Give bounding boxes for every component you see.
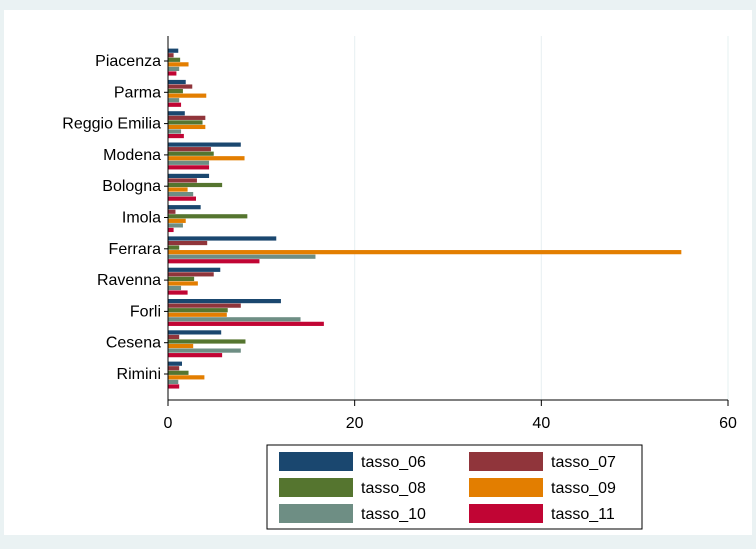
bar-reggio-emilia-tasso_11 — [168, 133, 184, 139]
legend-label-tasso_09: tasso_09 — [551, 480, 616, 497]
bar-cesena-tasso_09 — [168, 343, 194, 349]
bar-modena-tasso_06 — [168, 142, 241, 147]
bar-modena-tasso_09 — [168, 156, 245, 161]
bar-bologna-tasso_10 — [168, 192, 194, 197]
bar-bologna-tasso_08 — [168, 182, 223, 188]
legend-label-tasso_10: tasso_10 — [361, 506, 426, 523]
bar-rimini-tasso_11 — [168, 384, 180, 389]
bar-piacenza-tasso_09 — [168, 62, 189, 67]
bar-rimini-tasso_10 — [168, 379, 179, 384]
bar-piacenza-tasso_08 — [168, 57, 181, 62]
bar-imola-tasso_11 — [168, 227, 174, 233]
legend-label-tasso_11: tasso_11 — [551, 506, 615, 523]
y-tick-label: Reggio Emilia — [62, 116, 161, 133]
bar-ravenna-tasso_06 — [168, 267, 221, 272]
y-tick-label: Piacenza — [95, 53, 161, 70]
bar-reggio-emilia-tasso_06 — [168, 111, 185, 116]
bar-ferrara-tasso_09 — [168, 250, 682, 255]
bar-piacenza-tasso_07 — [168, 53, 174, 58]
bar-bologna-tasso_11 — [168, 196, 196, 201]
y-tick-label: Modena — [103, 147, 161, 164]
bar-reggio-emilia-tasso_10 — [168, 129, 182, 134]
bar-ferrara-tasso_11 — [168, 259, 260, 264]
bar-bologna-tasso_09 — [168, 187, 188, 192]
bar-reggio-emilia-tasso_07 — [168, 115, 206, 120]
bar-parma-tasso_11 — [168, 102, 182, 107]
bar-piacenza-tasso_06 — [168, 48, 179, 53]
bar-imola-tasso_06 — [168, 205, 201, 210]
legend-swatch-tasso_06 — [279, 452, 353, 471]
y-tick-label: Ferrara — [109, 241, 162, 258]
bar-forli-tasso_11 — [168, 321, 324, 326]
bar-cesena-tasso_07 — [168, 334, 180, 340]
bar-rimini-tasso_06 — [168, 361, 182, 366]
bar-rimini-tasso_09 — [168, 375, 205, 380]
legend-label-tasso_06: tasso_06 — [361, 454, 426, 471]
bar-modena-tasso_08 — [168, 151, 214, 156]
bar-parma-tasso_06 — [168, 79, 186, 85]
bar-ravenna-tasso_09 — [168, 281, 198, 286]
bar-parma-tasso_09 — [168, 93, 207, 98]
bar-modena-tasso_07 — [168, 147, 211, 152]
bar-ravenna-tasso_07 — [168, 272, 214, 277]
bar-cesena-tasso_10 — [168, 348, 241, 353]
bar-forli-tasso_10 — [168, 317, 301, 322]
bar-ferrara-tasso_07 — [168, 240, 208, 246]
bar-forli-tasso_07 — [168, 303, 241, 308]
bar-parma-tasso_10 — [168, 98, 180, 103]
y-tick-label: Forli — [130, 303, 161, 320]
bar-bologna-tasso_07 — [168, 178, 197, 183]
bar-modena-tasso_11 — [168, 165, 210, 170]
bar-imola-tasso_09 — [168, 218, 186, 223]
x-tick-label: 0 — [164, 415, 173, 432]
legend-swatch-tasso_07 — [469, 452, 543, 471]
legend-swatch-tasso_10 — [279, 504, 353, 523]
legend-swatch-tasso_08 — [279, 478, 353, 497]
bar-rimini-tasso_07 — [168, 366, 180, 371]
legend-label-tasso_08: tasso_08 — [361, 480, 426, 497]
y-tick-label: Ravenna — [97, 272, 161, 289]
y-tick-label: Parma — [114, 84, 161, 101]
bar-ferrara-tasso_06 — [168, 236, 277, 241]
legend-swatch-tasso_09 — [469, 478, 543, 497]
legend-swatch-tasso_11 — [469, 504, 543, 523]
y-tick-label: Rimini — [117, 366, 161, 383]
bar-cesena-tasso_06 — [168, 330, 222, 335]
bar-forli-tasso_09 — [168, 312, 227, 317]
bar-reggio-emilia-tasso_09 — [168, 124, 206, 130]
bar-ferrara-tasso_08 — [168, 245, 180, 250]
bar-imola-tasso_07 — [168, 209, 176, 214]
bar-ravenna-tasso_10 — [168, 285, 182, 291]
bar-parma-tasso_07 — [168, 84, 193, 89]
bar-parma-tasso_08 — [168, 89, 183, 94]
bar-forli-tasso_08 — [168, 308, 228, 313]
bar-imola-tasso_10 — [168, 223, 183, 228]
bar-modena-tasso_10 — [168, 160, 210, 165]
bar-piacenza-tasso_10 — [168, 66, 180, 71]
bar-ravenna-tasso_11 — [168, 290, 188, 295]
legend: tasso_06 tasso_07 tasso_08 tasso_09 tasso_10… — [279, 452, 616, 523]
x-tick-label: 20 — [346, 415, 364, 432]
bar-ferrara-tasso_10 — [168, 254, 316, 259]
y-tick-label: Cesena — [106, 335, 161, 352]
bar-bologna-tasso_06 — [168, 173, 210, 178]
bar-ravenna-tasso_08 — [168, 276, 195, 281]
bar-reggio-emilia-tasso_08 — [168, 120, 203, 125]
bar-imola-tasso_08 — [168, 214, 248, 219]
legend-label-tasso_07: tasso_07 — [551, 454, 616, 471]
y-tick-label: Bologna — [102, 178, 161, 195]
bar-cesena-tasso_11 — [168, 353, 223, 358]
y-tick-label: Imola — [122, 210, 161, 227]
bar-cesena-tasso_08 — [168, 339, 246, 344]
x-tick-label: 60 — [719, 415, 737, 432]
bar-piacenza-tasso_11 — [168, 71, 177, 76]
x-tick-label: 40 — [532, 415, 550, 432]
bar-rimini-tasso_08 — [168, 370, 189, 375]
bar-forli-tasso_06 — [168, 299, 281, 304]
